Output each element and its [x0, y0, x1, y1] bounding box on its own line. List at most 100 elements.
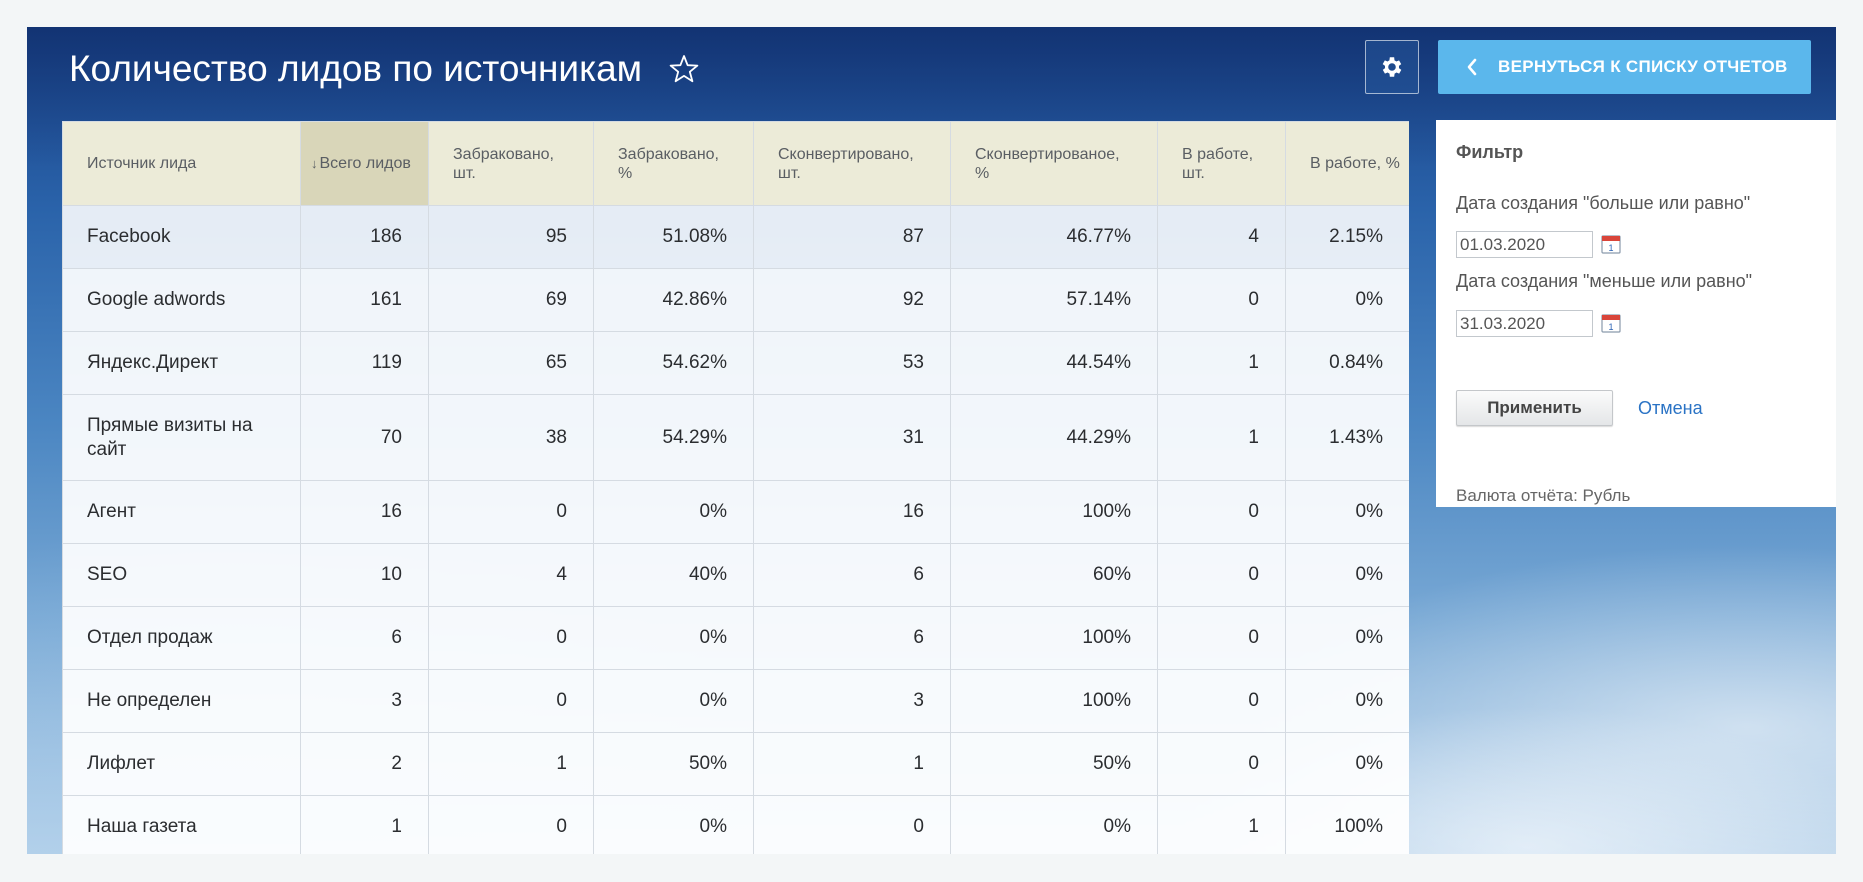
cell-source: Яндекс.Директ — [62, 331, 301, 395]
column-header-in-progress-percent[interactable]: В работе, % — [1285, 121, 1409, 206]
cell-source: Прямые визиты на сайт — [62, 394, 301, 481]
cell-converted-count: 1 — [753, 732, 951, 796]
apply-button[interactable]: Применить — [1456, 390, 1613, 426]
cell-in-progress-percent: 0% — [1285, 669, 1409, 733]
cell-converted-percent: 100% — [950, 606, 1158, 670]
table-row: Отдел продаж 6 0 0% 6 100% 0 0% — [62, 606, 1409, 670]
cell-converted-count: 3 — [753, 669, 951, 733]
svg-text:1: 1 — [1608, 243, 1613, 253]
cell-in-progress-count: 4 — [1157, 205, 1286, 269]
cell-source: Не определен — [62, 669, 301, 733]
table-row: Прямые визиты на сайт 70 38 54.29% 31 44… — [62, 394, 1409, 481]
cell-in-progress-count: 0 — [1157, 606, 1286, 670]
cell-converted-count: 16 — [753, 480, 951, 544]
cell-converted-count: 92 — [753, 268, 951, 332]
back-to-reports-button[interactable]: ВЕРНУТЬСЯ К СПИСКУ ОТЧЕТОВ — [1438, 40, 1811, 94]
cell-converted-count: 6 — [753, 543, 951, 607]
cell-rejected-percent: 0% — [593, 669, 754, 733]
cell-converted-percent: 60% — [950, 543, 1158, 607]
cell-source: Facebook — [62, 205, 301, 269]
cell-rejected-percent: 50% — [593, 732, 754, 796]
chevron-left-icon — [1466, 58, 1486, 76]
cell-rejected-percent: 42.86% — [593, 268, 754, 332]
column-header-converted-count[interactable]: Сконвертировано, шт. — [753, 121, 951, 206]
cell-in-progress-percent: 100% — [1285, 795, 1409, 854]
cell-total: 3 — [300, 669, 429, 733]
column-header-total[interactable]: ↓ Всего лидов — [300, 121, 429, 206]
column-header-rejected-percent[interactable]: Забраковано, % — [593, 121, 754, 206]
cell-converted-percent: 100% — [950, 669, 1158, 733]
star-icon[interactable] — [668, 47, 700, 91]
cell-rejected-percent: 0% — [593, 606, 754, 670]
cell-total: 161 — [300, 268, 429, 332]
date-to-input[interactable] — [1456, 310, 1593, 337]
cell-converted-percent: 100% — [950, 480, 1158, 544]
sort-down-icon: ↓ — [311, 156, 318, 171]
cell-in-progress-percent: 0% — [1285, 606, 1409, 670]
cell-rejected-count: 0 — [428, 606, 594, 670]
filter-title: Фильтр — [1456, 142, 1524, 162]
table-row: Не определен 3 0 0% 3 100% 0 0% — [62, 669, 1409, 733]
back-button-label: ВЕРНУТЬСЯ К СПИСКУ ОТЧЕТОВ — [1498, 57, 1788, 76]
cell-in-progress-count: 0 — [1157, 268, 1286, 332]
table-header-row: Источник лида ↓ Всего лидов Забраковано,… — [62, 121, 1409, 206]
cell-total: 6 — [300, 606, 429, 670]
report-table-container: Источник лида ↓ Всего лидов Забраковано,… — [62, 121, 1409, 854]
cell-rejected-count: 4 — [428, 543, 594, 607]
table-row: Яндекс.Директ 119 65 54.62% 53 44.54% 1 … — [62, 331, 1409, 395]
cell-total: 2 — [300, 732, 429, 796]
cell-source: Агент — [62, 480, 301, 544]
cell-rejected-count: 0 — [428, 669, 594, 733]
table-row: Наша газета 1 0 0% 0 0% 1 100% — [62, 795, 1409, 854]
cell-rejected-percent: 0% — [593, 795, 754, 854]
cell-in-progress-percent: 0% — [1285, 268, 1409, 332]
cell-rejected-count: 0 — [428, 795, 594, 854]
column-header-in-progress-count[interactable]: В работе, шт. — [1157, 121, 1286, 206]
cell-converted-count: 87 — [753, 205, 951, 269]
cell-rejected-count: 95 — [428, 205, 594, 269]
cell-converted-count: 0 — [753, 795, 951, 854]
cell-in-progress-count: 1 — [1157, 331, 1286, 395]
cell-rejected-percent: 54.62% — [593, 331, 754, 395]
column-header-source[interactable]: Источник лида — [62, 121, 301, 206]
cell-converted-count: 53 — [753, 331, 951, 395]
cell-rejected-percent: 40% — [593, 543, 754, 607]
cell-in-progress-percent: 1.43% — [1285, 394, 1409, 481]
cell-source: Наша газета — [62, 795, 301, 854]
cell-in-progress-percent: 0% — [1285, 480, 1409, 544]
table-row: Facebook 186 95 51.08% 87 46.77% 4 2.15% — [62, 205, 1409, 269]
filter-panel: Фильтр Дата создания "больше или равно" … — [1436, 120, 1836, 507]
calendar-icon[interactable]: 1 — [1600, 233, 1622, 255]
cell-total: 186 — [300, 205, 429, 269]
date-to-label: Дата создания "меньше или равно" — [1456, 271, 1753, 291]
cancel-link[interactable]: Отмена — [1638, 398, 1703, 418]
cell-in-progress-count: 0 — [1157, 480, 1286, 544]
cell-rejected-percent: 0% — [593, 480, 754, 544]
table-row: Агент 16 0 0% 16 100% 0 0% — [62, 480, 1409, 544]
cell-in-progress-count: 0 — [1157, 732, 1286, 796]
cell-rejected-percent: 51.08% — [593, 205, 754, 269]
cell-converted-percent: 57.14% — [950, 268, 1158, 332]
report-page: Количество лидов по источникам ВЕРНУТЬСЯ… — [27, 27, 1836, 854]
cell-total: 10 — [300, 543, 429, 607]
column-header-converted-percent[interactable]: Сконвертированое, % — [950, 121, 1158, 206]
cell-in-progress-percent: 2.15% — [1285, 205, 1409, 269]
cell-rejected-count: 69 — [428, 268, 594, 332]
cell-in-progress-percent: 0% — [1285, 543, 1409, 607]
cell-in-progress-count: 0 — [1157, 669, 1286, 733]
calendar-icon[interactable]: 1 — [1600, 312, 1622, 334]
settings-button[interactable] — [1365, 40, 1419, 94]
cell-rejected-percent: 54.29% — [593, 394, 754, 481]
date-from-input[interactable] — [1456, 231, 1593, 258]
cell-in-progress-count: 1 — [1157, 795, 1286, 854]
column-header-rejected-count[interactable]: Забраковано, шт. — [428, 121, 594, 206]
date-from-label: Дата создания "больше или равно" — [1456, 193, 1751, 213]
cell-total: 16 — [300, 480, 429, 544]
cell-source: Отдел продаж — [62, 606, 301, 670]
svg-text:1: 1 — [1608, 322, 1613, 332]
table-row: Google adwords 161 69 42.86% 92 57.14% 0… — [62, 268, 1409, 332]
cell-rejected-count: 38 — [428, 394, 594, 481]
report-table: Источник лида ↓ Всего лидов Забраковано,… — [62, 121, 1409, 854]
cell-source: SEO — [62, 543, 301, 607]
cell-in-progress-count: 1 — [1157, 394, 1286, 481]
